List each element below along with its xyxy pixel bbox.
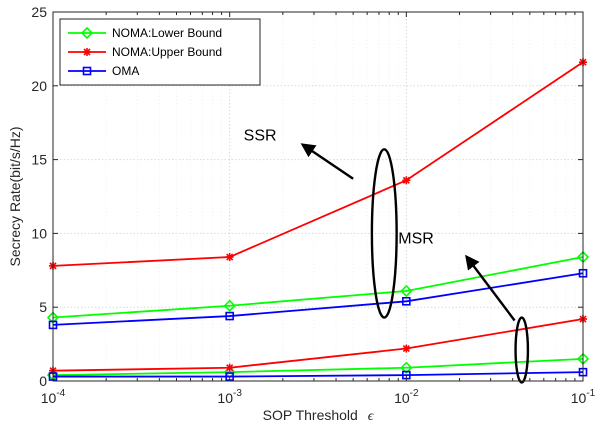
y-tick-label: 20 [31, 78, 47, 94]
y-tick-label: 10 [31, 225, 47, 241]
series-line [52, 61, 584, 267]
annotation-ellipse [514, 316, 530, 384]
legend-label: OMA [112, 64, 139, 78]
marker-stroke [402, 176, 410, 184]
x-axis-label: SOP Threshold ϵ [263, 407, 375, 424]
data-point [402, 296, 411, 306]
x-tick-label: 10-4 [41, 388, 66, 406]
annotation-arrow [300, 143, 354, 180]
data-point [402, 344, 411, 353]
y-tick-label: 5 [39, 299, 47, 315]
legend-item: OMA [68, 64, 139, 78]
x-tick-label: 10-2 [394, 388, 419, 406]
annotation-label: SSR [244, 127, 277, 144]
marker-stroke [226, 364, 234, 372]
series-line [52, 318, 584, 372]
x-tick-label: 10-1 [571, 388, 596, 406]
marker-stroke [226, 253, 234, 261]
legend-label: NOMA:Lower Bound [112, 26, 222, 40]
data-point [225, 311, 234, 321]
annotation-label: MSR [398, 231, 434, 248]
legend: NOMA:Lower Bound NOMA:Upper Bound OMA [59, 18, 261, 86]
data-point [402, 176, 411, 185]
y-axis-label: Secrecy Rate(bit/s/Hz) [7, 126, 23, 266]
annotation-ssr: SSR [244, 127, 398, 319]
plot-frame [52, 11, 584, 382]
series-layer [46, 58, 590, 382]
annotation-ellipse [370, 148, 398, 319]
marker-stroke [83, 48, 91, 56]
x-axis-label-symbol: ϵ [368, 409, 375, 424]
series-line [53, 371, 584, 378]
data-point [400, 284, 413, 298]
data-point [223, 299, 236, 312]
y-tick-label: 0 [39, 373, 47, 389]
series-line [52, 272, 584, 326]
legend-item: NOMA:Lower Bound [68, 26, 222, 40]
annotations: SSR MSR [244, 127, 530, 384]
y-tick-label: 25 [31, 4, 47, 20]
data-point [400, 361, 413, 374]
series-line [52, 256, 584, 319]
data-point [225, 363, 234, 372]
legend-item: NOMA:Upper Bound [68, 45, 222, 59]
legend-marker [83, 48, 91, 56]
annotation-msr: MSR [398, 231, 530, 384]
legend-marker [80, 26, 94, 40]
marker-stroke [402, 344, 410, 353]
y-tick-label: 15 [31, 152, 47, 168]
x-tick-label: 10-3 [217, 388, 242, 406]
annotation-arrow [465, 254, 516, 322]
ticks: 0 5 10 15 20 25 10-4 10-3 10-2 10-1 [31, 4, 595, 406]
legend-label: NOMA:Upper Bound [112, 45, 222, 59]
data-point [225, 253, 234, 262]
series-line [52, 357, 584, 376]
legend-marker [82, 66, 92, 76]
x-axis-label-text: SOP Threshold [263, 407, 358, 423]
